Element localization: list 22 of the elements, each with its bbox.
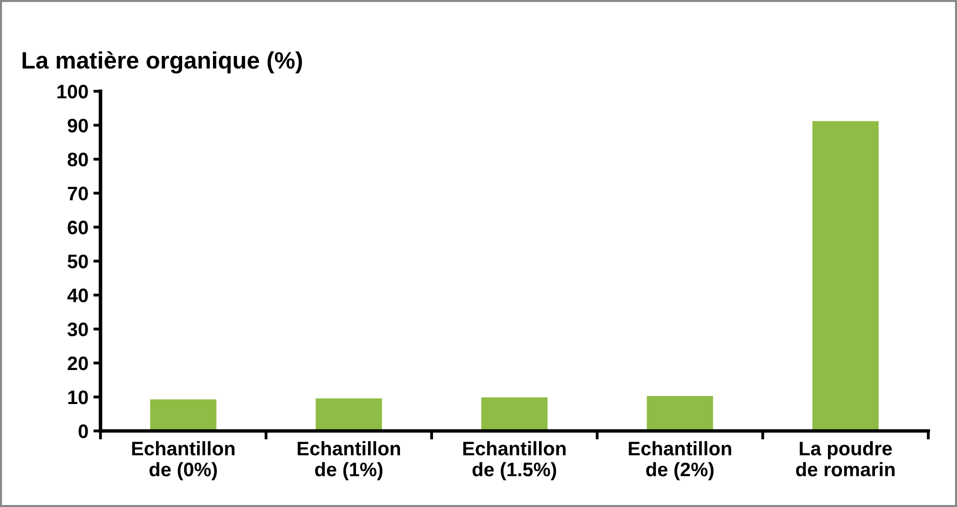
y-tick-label: 50 [68, 254, 88, 268]
y-tick-label: 90 [68, 118, 88, 132]
y-tick-label: 70 [68, 186, 88, 200]
y-tick-label: 20 [68, 356, 88, 370]
bar [812, 121, 879, 431]
x-tick-label: Echantillon de (1%) [298, 441, 400, 480]
y-tick-label: 30 [68, 322, 88, 336]
y-tick-label: 40 [67, 288, 88, 302]
bar [150, 399, 216, 431]
y-tick-label: 100 [57, 84, 88, 98]
y-tick-label: 80 [68, 152, 88, 166]
y-tick-label: 60 [68, 220, 88, 234]
bar [316, 398, 382, 431]
chart-title: La matière organique (%) [22, 51, 302, 74]
x-tick-label: Echantillon de (2%) [628, 441, 732, 480]
x-tick-label: Echantillon de (0%) [132, 441, 234, 480]
y-tick-label: 0 [78, 424, 88, 438]
x-tick-label: La poudre de romarin [796, 441, 895, 476]
bar [646, 396, 714, 431]
bar [481, 397, 548, 431]
y-tick-label: 10 [68, 390, 88, 404]
x-tick-label: Echantillon de (1.5%) [463, 441, 566, 480]
